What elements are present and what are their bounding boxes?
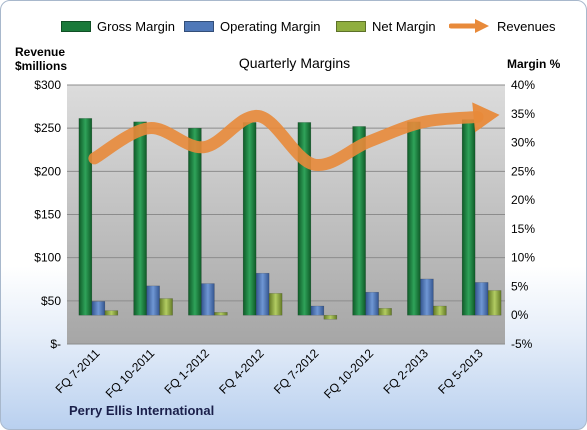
bar-gross-margin [352,126,366,316]
chart-title: Quarterly Margins [238,55,351,71]
legend-item-net-margin: Net Margin [336,15,436,37]
y-right-tick-label: 25% [511,164,535,178]
y-left-tick-label: $50 [41,294,61,308]
bar-net-margin [104,310,119,316]
bar-operating-margin [255,272,270,316]
y-right-tick-label: 20% [511,193,535,207]
revenue-line [88,110,484,171]
y-left-tick-label: $250 [34,121,61,135]
y-right-tick-label: 5% [511,279,529,293]
y-left-axis-title: Revenue $millions [15,45,67,73]
bar-gross-margin [297,122,312,316]
y-right-tick-label: -5% [511,337,533,351]
y-left-tick-label: $300 [34,78,61,92]
bar-net-margin [159,298,173,316]
x-tick-label: FQ 1-2012 [162,346,213,397]
bar-net-margin [214,312,228,316]
bar-net-margin [378,308,392,316]
y-left-tick-label: $200 [34,164,61,178]
legend-label-revenues: Revenues [497,18,556,34]
bar-gross-margin [78,118,93,316]
bar-net-margin [323,314,338,320]
legend-label-net-margin: Net Margin [372,18,436,34]
x-tick-label: FQ 7-2011 [53,346,103,396]
x-tick-label: FQ 4-2012 [216,346,267,397]
x-tick-label: FQ 10-2011 [103,346,158,401]
y-right-tick-label: 0% [511,308,529,322]
legend-label-operating-margin: Operating Margin [220,18,321,34]
bar-gross-margin [188,127,202,316]
y-right-tick-label: 15% [511,222,535,236]
y-right-tick-label: 35% [511,107,535,121]
bar-net-margin [487,290,502,316]
y-right-axis-title: Margin % [507,57,561,71]
bar-gross-margin [133,121,147,316]
x-tick-label: FQ 10-2012 [321,346,376,401]
y-left-axis-title-line2: $millions [15,59,68,73]
y-right-tick-label: 40% [511,78,535,92]
y-left-tick-label: $150 [34,208,61,222]
bar-operating-margin [474,282,489,316]
bar-operating-margin [91,301,106,316]
bar-operating-margin [365,291,379,316]
bar-operating-margin [201,283,215,316]
x-tick-label: FQ 7-2012 [271,346,322,397]
legend-item-revenues: Revenues [449,15,556,37]
bar-gross-margin [407,121,421,316]
bar-gross-margin [242,122,257,316]
bar-operating-margin [310,305,325,316]
revenue-arrowhead [472,102,500,133]
y-left-tick-label: $- [50,337,61,351]
legend-label-gross-margin: Gross Margin [97,18,176,34]
legend-arrow-revenues [449,19,489,33]
legend-swatch-net-margin [336,20,366,32]
y-right-tick-label: 10% [511,251,535,265]
x-tick-label: FQ 5-2013 [435,346,486,397]
bar-gross-margin [461,119,476,316]
legend-swatch-operating-margin [184,20,214,32]
y-left-axis-title-line1: Revenue [15,45,66,59]
legend-item-operating-margin: Operating Margin [184,15,320,37]
company-name: Perry Ellis International [69,403,215,418]
y-right-tick-label: 30% [511,136,535,150]
bar-operating-margin [146,285,160,316]
y-left-tick-label: $100 [34,251,61,265]
bar-net-margin [268,293,283,316]
legend: Gross Margin Operating Margin Net Margin… [1,15,586,37]
x-tick-label: FQ 2-2013 [381,346,432,397]
bar-operating-margin [420,278,434,316]
legend-swatch-gross-margin [61,20,91,32]
bar-net-margin [433,305,447,316]
legend-item-gross-margin: Gross Margin [61,15,175,37]
